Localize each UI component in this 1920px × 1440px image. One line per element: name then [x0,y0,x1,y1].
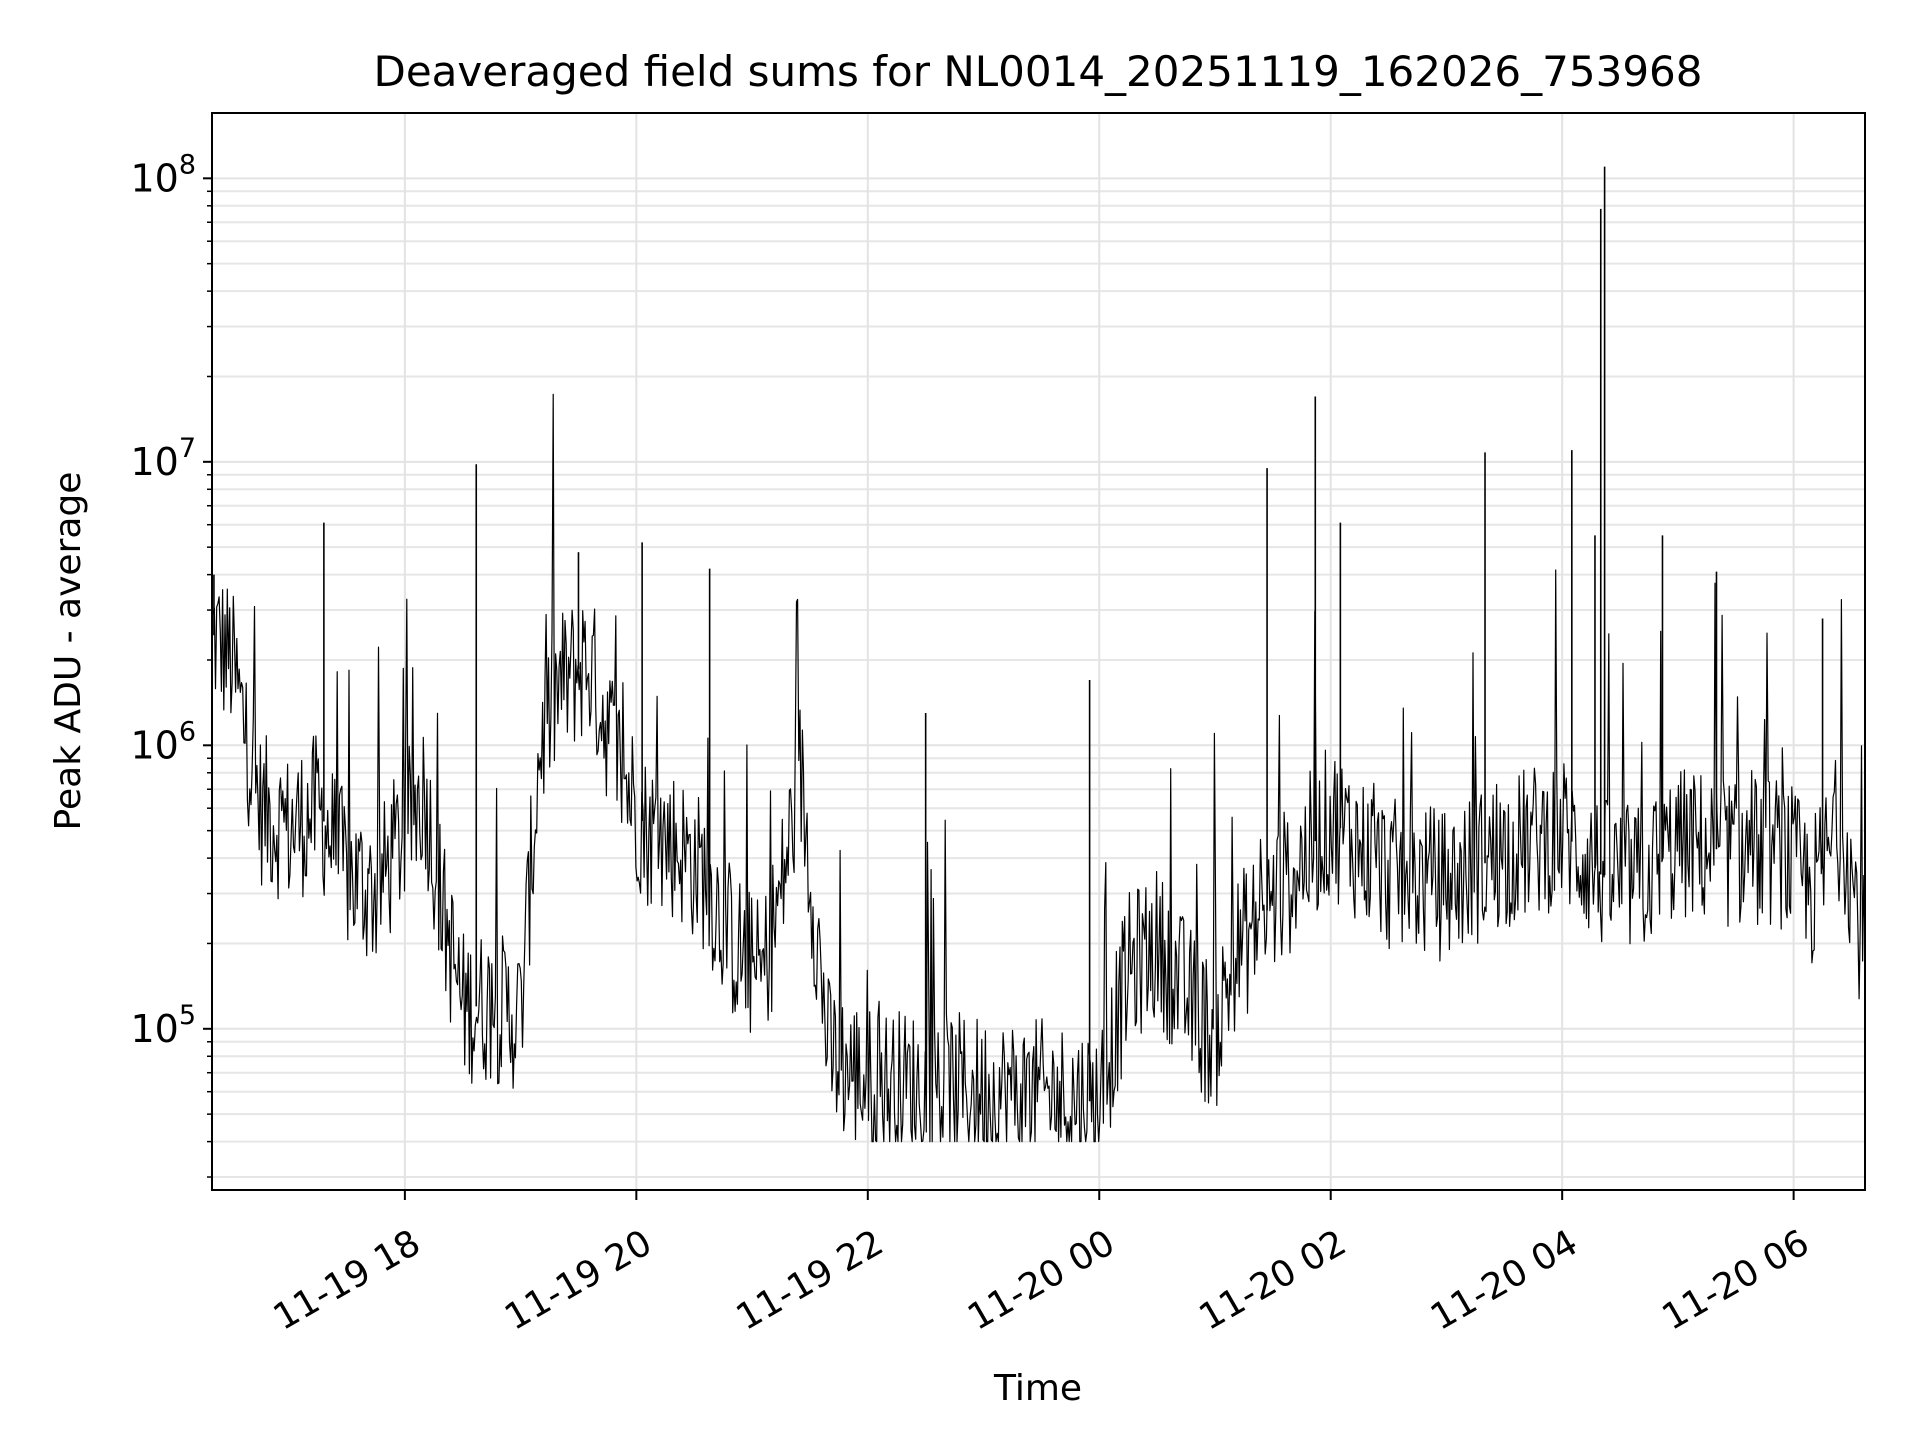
y-tick-exponent: 8 [179,149,196,180]
y-tick-exponent: 5 [179,1000,196,1031]
minor-grid [212,190,1865,1179]
y-tick-exponent: 6 [179,716,196,747]
y-tick-exponent: 7 [179,433,196,464]
plot-area-frame [211,112,1866,1191]
y-tick-base: 10 [130,440,178,484]
data-layer [211,166,1866,1143]
series-line [211,393,1866,1143]
y-tick-label: 108 [130,149,196,200]
y-tick-base: 10 [130,1007,178,1051]
chart-title: Deaveraged field sums for NL0014_2025111… [374,47,1703,96]
y-axis-label: Peak ADU - average [48,472,89,831]
y-tick-base: 10 [130,156,178,200]
y-tick-label: 107 [130,433,196,484]
y-tick-base: 10 [130,723,178,767]
y-tick-label: 106 [130,716,196,767]
y-tick-label: 105 [130,1000,196,1051]
x-axis-label: Time [993,1368,1082,1409]
